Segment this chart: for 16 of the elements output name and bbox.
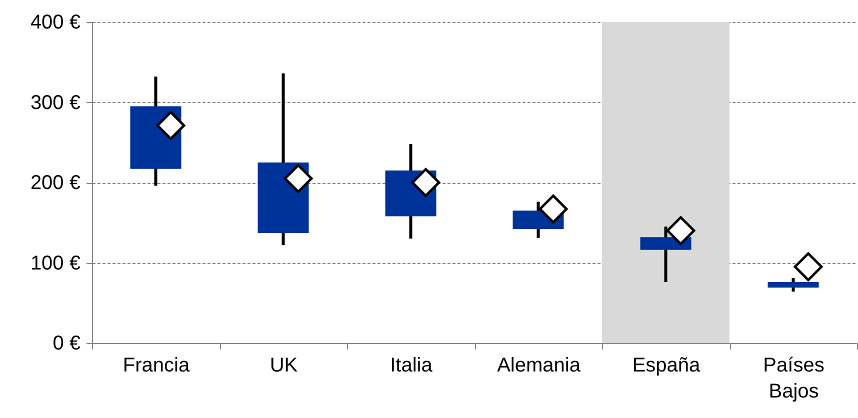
y-tick-label: 200 € [30,172,80,194]
x-tick-label: Francia [122,354,190,376]
x-tick-label: España [632,354,702,376]
y-tick-label: 100 € [30,252,80,274]
point [411,168,440,197]
y-tick-label: 0 € [52,332,80,354]
point [538,194,568,224]
x-tick-label: UK [270,354,298,376]
point [284,164,313,193]
x-tick-label: Italia [390,354,434,376]
y-tick-label: 300 € [30,92,80,114]
y-tick-label: 400 € [30,12,80,34]
x-tick-label: Alemania [497,354,582,376]
x-tick-label: Países Bajos [763,354,824,402]
point [666,216,696,246]
point [156,111,186,140]
